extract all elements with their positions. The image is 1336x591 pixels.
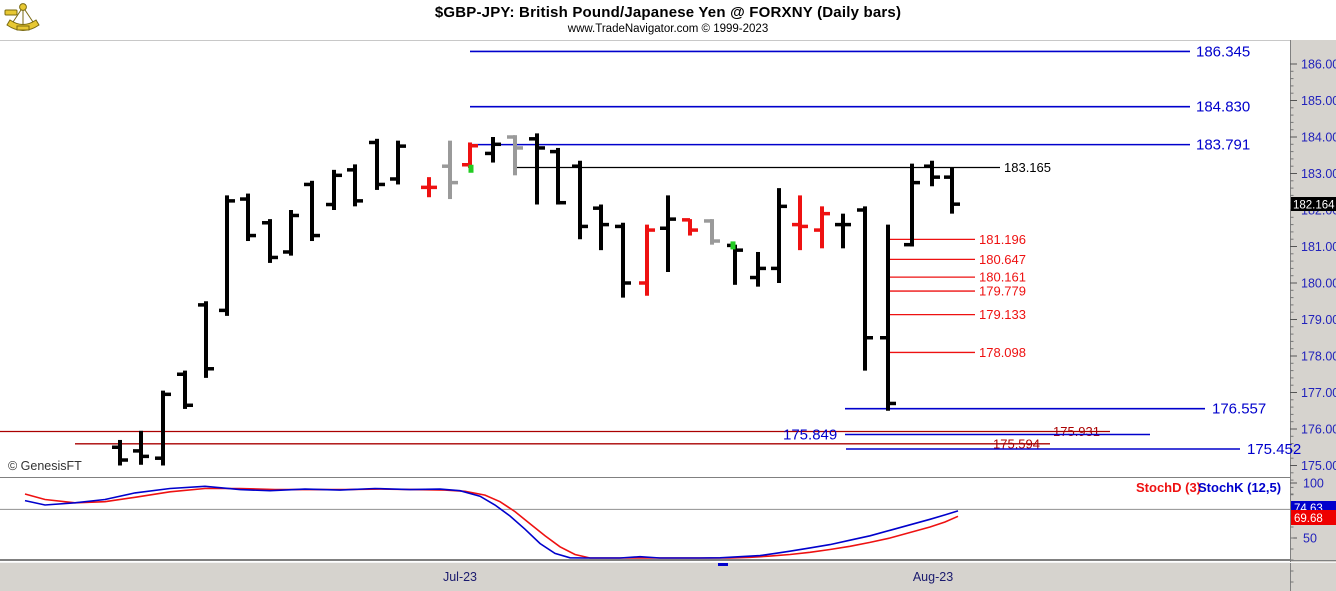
ohlc-bar — [792, 195, 808, 251]
ohlc-bar — [421, 177, 437, 198]
stoch-axis-label: 50 — [1303, 532, 1317, 546]
ohlc-bar — [904, 163, 920, 247]
ohlc-bar — [369, 138, 385, 190]
level-label-175.594: 175.594 — [993, 436, 1040, 451]
ohlc-bar — [771, 188, 787, 283]
date-axis-strip — [0, 562, 1336, 591]
level-label-175.849: 175.849 — [783, 427, 837, 444]
ohlc-bar — [660, 195, 676, 273]
price-axis-label: 179.000 — [1301, 313, 1336, 327]
ohlc-bar — [390, 140, 406, 185]
green-signal-mark — [730, 241, 736, 250]
price-axis-label: 176.000 — [1301, 423, 1336, 437]
ohlc-bar — [880, 224, 896, 411]
date-marker — [718, 563, 728, 566]
price-axis-label: 186.000 — [1301, 58, 1336, 72]
ohlc-bar — [198, 301, 214, 378]
level-label-179.133: 179.133 — [979, 307, 1026, 322]
level-label-175.931: 175.931 — [1053, 424, 1100, 439]
price-axis-label: 178.000 — [1301, 350, 1336, 364]
ohlc-bar — [112, 439, 128, 466]
stoch-axis-label: 100 — [1303, 477, 1324, 491]
ohlc-bar — [155, 390, 171, 466]
price-axis-label: 183.000 — [1301, 167, 1336, 181]
stoch-k-legend: StochK (12,5) — [1198, 480, 1281, 495]
ohlc-bar — [462, 142, 478, 169]
ohlc-bar — [507, 135, 523, 176]
chart-title: $GBP-JPY: British Pound/Japanese Yen @ F… — [434, 4, 902, 21]
green-signal-mark — [468, 164, 474, 173]
chart-background — [0, 40, 1336, 591]
ohlc-bar — [240, 193, 256, 242]
ohlc-bar — [219, 195, 235, 316]
level-label-186.345: 186.345 — [1196, 43, 1250, 60]
level-label-175.452: 175.452 — [1247, 441, 1301, 458]
price-axis-label: 175.000 — [1301, 459, 1336, 473]
ohlc-bar — [924, 160, 940, 187]
ohlc-bar — [814, 206, 830, 249]
sextant-logo-icon — [4, 3, 40, 31]
level-label-184.830: 184.830 — [1196, 99, 1250, 116]
ohlc-bar — [750, 251, 766, 287]
stoch-k-line — [24, 485, 959, 559]
price-axis-label: 181.000 — [1301, 240, 1336, 254]
stoch-d-legend: StochD (3) — [1136, 480, 1201, 495]
ohlc-bar — [682, 218, 698, 236]
price-axis-label: 184.000 — [1301, 131, 1336, 145]
ohlc-bar — [857, 206, 873, 371]
ohlc-bar — [133, 430, 149, 465]
level-label-176.557: 176.557 — [1212, 401, 1266, 418]
level-label-179.779: 179.779 — [979, 284, 1026, 299]
price-axis-label: 180.000 — [1301, 277, 1336, 291]
ohlc-bar — [835, 213, 851, 249]
ohlc-bar — [550, 147, 566, 205]
ohlc-bar — [442, 140, 458, 200]
ohlc-bar — [572, 160, 588, 240]
ohlc-bar — [177, 370, 193, 409]
date-axis-label-Aug-23: Aug-23 — [913, 570, 953, 584]
ohlc-bar — [304, 180, 320, 242]
stoch-d-badge-text: 69.68 — [1294, 513, 1323, 525]
ohlc-bar — [326, 169, 342, 210]
price-axis-label: 177.000 — [1301, 386, 1336, 400]
ohlc-bar — [347, 164, 363, 207]
level-label-183.165: 183.165 — [1004, 160, 1051, 175]
level-label-180.161: 180.161 — [979, 270, 1026, 285]
stoch-d-badge — [1291, 510, 1336, 525]
last-price-badge — [1291, 197, 1336, 211]
copyright-label: © GenesisFT — [8, 459, 82, 473]
ohlc-bar — [262, 219, 278, 263]
ohlc-bar — [485, 137, 501, 163]
date-axis-label-Jul-23: Jul-23 — [443, 570, 477, 584]
last-price-badge-text: 182.164 — [1293, 200, 1335, 212]
ohlc-bar — [283, 210, 299, 256]
level-label-180.647: 180.647 — [979, 252, 1026, 267]
chart-subtitle: www.TradeNavigator.com © 1999-2023 — [567, 23, 769, 35]
ohlc-bar — [529, 133, 545, 205]
level-label-178.098: 178.098 — [979, 345, 1026, 360]
price-axis-strip — [1290, 40, 1336, 591]
ohlc-bar — [944, 168, 960, 214]
level-label-183.791: 183.791 — [1196, 137, 1250, 154]
ohlc-bar — [615, 222, 631, 298]
ohlc-bar — [593, 204, 609, 251]
chart-title-bar: $GBP-JPY: British Pound/Japanese Yen @ F… — [0, 0, 1336, 40]
ohlc-bar — [704, 219, 720, 245]
level-label-181.196: 181.196 — [979, 232, 1026, 247]
ohlc-bar — [639, 224, 655, 296]
price-axis-label: 185.000 — [1301, 94, 1336, 108]
